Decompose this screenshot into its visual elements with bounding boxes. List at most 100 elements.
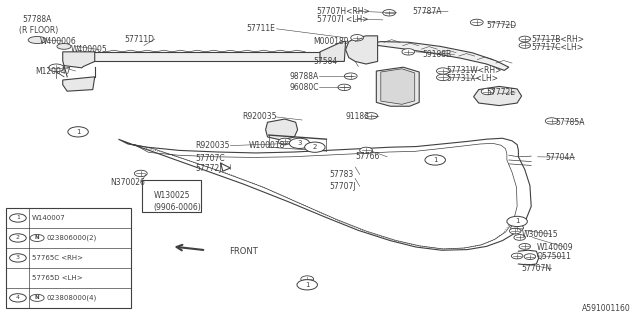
Circle shape — [278, 138, 291, 145]
Text: M000189: M000189 — [314, 37, 349, 46]
Bar — [6, 208, 131, 308]
Text: 57772J: 57772J — [195, 164, 221, 173]
Text: 1: 1 — [76, 129, 81, 135]
Circle shape — [360, 147, 372, 154]
Text: 57711E: 57711E — [246, 24, 275, 33]
Polygon shape — [474, 86, 522, 106]
Text: 57787A: 57787A — [413, 7, 442, 16]
Circle shape — [49, 64, 64, 72]
Polygon shape — [118, 138, 531, 250]
Text: 3: 3 — [16, 255, 20, 260]
Polygon shape — [266, 119, 298, 140]
Text: W130025: W130025 — [153, 191, 190, 200]
Polygon shape — [93, 52, 320, 61]
Text: 57788A: 57788A — [22, 15, 52, 24]
Text: 3: 3 — [297, 140, 302, 146]
Text: 98788A: 98788A — [290, 72, 319, 81]
Circle shape — [511, 253, 523, 259]
Circle shape — [470, 19, 483, 26]
Text: 57783: 57783 — [330, 170, 354, 179]
Text: 57731X<LH>: 57731X<LH> — [447, 74, 499, 83]
Circle shape — [338, 84, 351, 91]
Text: 57772E: 57772E — [486, 88, 515, 97]
Text: FRONT: FRONT — [229, 247, 258, 256]
Circle shape — [519, 43, 531, 48]
Circle shape — [68, 127, 88, 137]
Text: W100018: W100018 — [248, 141, 285, 150]
Text: 1: 1 — [305, 282, 310, 288]
Text: 023808000(4): 023808000(4) — [46, 295, 97, 301]
Text: 1: 1 — [16, 215, 20, 220]
Circle shape — [306, 143, 319, 150]
Text: 2: 2 — [16, 236, 20, 240]
Polygon shape — [63, 77, 95, 91]
Text: 57707I <LH>: 57707I <LH> — [317, 15, 368, 24]
Text: N: N — [35, 295, 40, 300]
Text: Q575011: Q575011 — [536, 252, 571, 261]
Text: 57785A: 57785A — [556, 118, 585, 127]
Text: (9906-0006): (9906-0006) — [154, 203, 202, 212]
Text: W400006: W400006 — [40, 37, 76, 46]
Circle shape — [524, 254, 536, 260]
Circle shape — [10, 254, 26, 262]
Circle shape — [30, 294, 44, 301]
Text: 023806000(2): 023806000(2) — [46, 235, 97, 241]
Circle shape — [383, 10, 396, 16]
Circle shape — [293, 141, 306, 147]
Ellipse shape — [28, 36, 46, 44]
Circle shape — [10, 294, 26, 302]
Text: 57765C <RH>: 57765C <RH> — [32, 255, 83, 261]
Circle shape — [365, 113, 378, 119]
Circle shape — [297, 280, 317, 290]
Circle shape — [301, 276, 314, 282]
Text: 57772D: 57772D — [486, 21, 516, 30]
Circle shape — [511, 225, 524, 231]
Circle shape — [10, 214, 26, 222]
Text: A591001160: A591001160 — [582, 304, 630, 313]
Ellipse shape — [57, 44, 71, 49]
Text: 57766: 57766 — [355, 152, 380, 161]
Circle shape — [289, 138, 310, 148]
Text: 91183: 91183 — [346, 112, 370, 121]
Text: N370026: N370026 — [110, 178, 145, 187]
Text: W140007: W140007 — [32, 215, 66, 221]
Text: 57584: 57584 — [314, 57, 338, 66]
Text: 4: 4 — [16, 295, 20, 300]
Text: 57707J: 57707J — [330, 182, 356, 191]
Circle shape — [436, 74, 449, 81]
Circle shape — [402, 49, 415, 55]
Circle shape — [30, 235, 44, 242]
Text: 57707C: 57707C — [195, 154, 225, 163]
Circle shape — [509, 228, 521, 234]
Text: R920035: R920035 — [242, 112, 276, 121]
Circle shape — [519, 36, 531, 42]
Circle shape — [351, 35, 364, 41]
Text: 1: 1 — [433, 157, 438, 163]
Text: 57717B<RH>: 57717B<RH> — [531, 35, 584, 44]
Text: (R FLOOR): (R FLOOR) — [19, 26, 58, 35]
Text: 57707N: 57707N — [522, 264, 552, 273]
Circle shape — [344, 73, 357, 79]
Text: R920035: R920035 — [195, 141, 230, 150]
Text: W300015: W300015 — [522, 230, 558, 239]
Circle shape — [10, 234, 26, 242]
Circle shape — [481, 88, 494, 95]
Text: M120047: M120047 — [35, 67, 71, 76]
Polygon shape — [346, 36, 378, 64]
Circle shape — [519, 244, 531, 249]
Text: 57717C<LH>: 57717C<LH> — [531, 43, 583, 52]
Text: 2: 2 — [313, 144, 317, 150]
Circle shape — [545, 118, 558, 124]
Polygon shape — [320, 42, 346, 61]
Text: 57704A: 57704A — [545, 153, 575, 162]
Circle shape — [514, 235, 525, 240]
Polygon shape — [371, 42, 509, 70]
Text: 59188B: 59188B — [422, 50, 452, 59]
Circle shape — [305, 142, 325, 152]
Polygon shape — [381, 69, 415, 104]
Text: 57731W<RH>: 57731W<RH> — [447, 66, 502, 75]
Text: 57765D <LH>: 57765D <LH> — [32, 275, 83, 281]
Text: 57711D: 57711D — [125, 35, 155, 44]
Text: N: N — [35, 236, 40, 240]
Polygon shape — [376, 67, 419, 106]
